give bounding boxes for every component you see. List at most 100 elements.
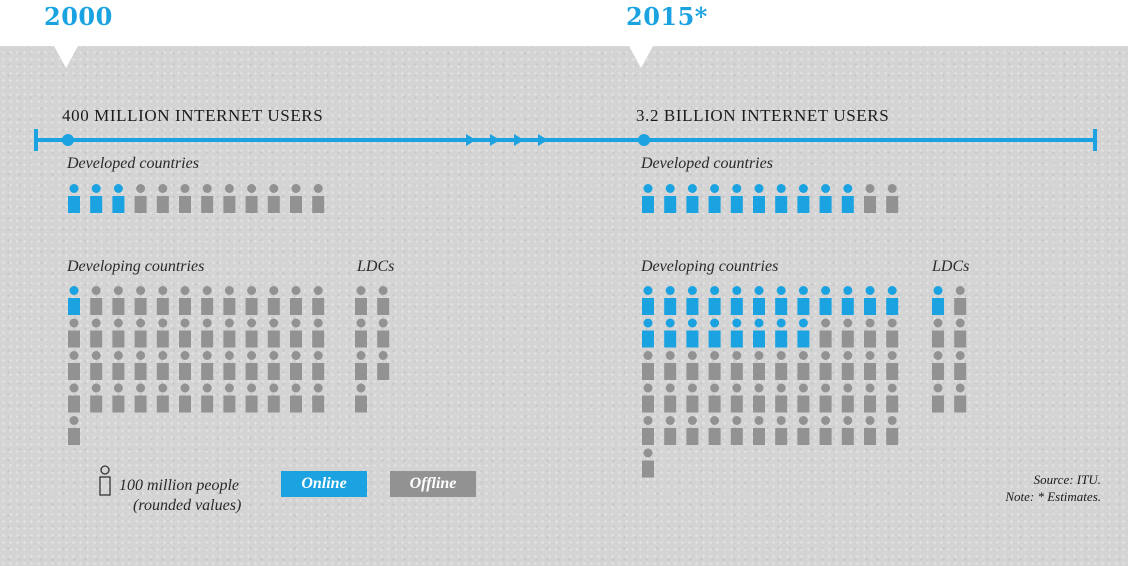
person-offline-icon-head bbox=[158, 286, 168, 295]
person-offline-icon bbox=[753, 363, 765, 380]
person-offline-icon bbox=[179, 363, 191, 380]
person-offline-icon bbox=[775, 395, 788, 413]
person-offline-icon-head bbox=[665, 351, 675, 360]
person-offline-icon-head bbox=[313, 318, 323, 328]
person-online-icon bbox=[797, 196, 810, 213]
person-offline-icon bbox=[267, 363, 280, 380]
person-offline-icon-head bbox=[291, 351, 301, 360]
person-online-icon bbox=[730, 330, 743, 348]
person-online-icon-head bbox=[776, 318, 786, 328]
person-offline-icon-head bbox=[933, 351, 943, 360]
person-offline-icon bbox=[932, 330, 944, 348]
legend-offline: Offline bbox=[390, 471, 476, 497]
person-offline-icon-head bbox=[202, 184, 212, 193]
person-offline-icon-head bbox=[665, 383, 675, 393]
person-offline-icon-head bbox=[798, 351, 808, 360]
person-offline-icon bbox=[156, 395, 169, 413]
person-offline-icon-head bbox=[710, 416, 720, 425]
person-offline-icon bbox=[886, 363, 899, 380]
person-offline-icon-head bbox=[113, 286, 123, 295]
person-offline-icon-head bbox=[776, 416, 786, 425]
person-online-icon bbox=[686, 298, 699, 315]
person-offline-icon bbox=[267, 298, 280, 315]
person-offline-icon-head bbox=[291, 383, 301, 393]
person-online-icon bbox=[886, 298, 899, 315]
person-online-icon-head bbox=[113, 184, 123, 193]
year-2000-label: 2000 bbox=[44, 2, 113, 31]
person-online-icon bbox=[664, 330, 677, 348]
person-offline-icon-head bbox=[356, 318, 366, 328]
person-offline-icon-head bbox=[643, 416, 653, 425]
person-offline-icon bbox=[68, 363, 80, 380]
person-online-icon bbox=[841, 298, 854, 315]
person-offline-icon bbox=[245, 363, 258, 380]
person-offline-icon bbox=[179, 330, 191, 348]
person-offline-icon-head bbox=[378, 286, 388, 295]
person-online-icon bbox=[753, 330, 765, 348]
person-offline-icon bbox=[312, 330, 325, 348]
headline-2015: 3.2 BILLION INTERNET USERS bbox=[636, 106, 890, 125]
person-offline-icon bbox=[841, 363, 854, 380]
person-offline-icon bbox=[642, 363, 654, 380]
person-offline-icon-head bbox=[356, 383, 366, 393]
person-offline-icon bbox=[819, 330, 832, 348]
person-offline-icon bbox=[68, 330, 80, 348]
person-online-icon-head bbox=[687, 184, 697, 193]
person-offline-icon-head bbox=[224, 286, 234, 295]
person-offline-icon bbox=[753, 395, 765, 413]
person-online-icon-head bbox=[69, 286, 79, 295]
person-offline-icon-head bbox=[224, 184, 234, 193]
person-online-icon-head bbox=[643, 184, 653, 193]
person-offline-icon bbox=[864, 330, 876, 348]
year-2015-label: 2015* bbox=[626, 2, 708, 31]
person-offline-icon-head bbox=[821, 383, 831, 393]
person-offline-icon bbox=[245, 395, 258, 413]
timeline-arrow-icon bbox=[466, 134, 476, 146]
person-offline-icon-head bbox=[865, 416, 875, 425]
person-offline-icon bbox=[90, 395, 103, 413]
person-offline-icon-head bbox=[202, 286, 212, 295]
person-offline-icon bbox=[355, 395, 367, 413]
person-offline-icon-head bbox=[865, 351, 875, 360]
person-offline-icon bbox=[312, 196, 325, 213]
person-offline-icon-head bbox=[665, 416, 675, 425]
person-offline-icon bbox=[864, 428, 876, 445]
person-offline-icon-head bbox=[843, 351, 853, 360]
person-online-icon-head bbox=[754, 184, 764, 193]
person-offline-icon bbox=[642, 428, 654, 445]
person-offline-icon-head bbox=[933, 383, 943, 393]
person-offline-icon-head bbox=[291, 286, 301, 295]
person-online-icon bbox=[90, 196, 103, 213]
person-offline-icon bbox=[223, 395, 236, 413]
person-offline-icon-head bbox=[754, 383, 764, 393]
label-ldcs-2000: LDCs bbox=[357, 258, 395, 275]
person-offline-icon bbox=[312, 298, 325, 315]
person-offline-icon-head bbox=[158, 184, 168, 193]
person-online-icon-head bbox=[665, 184, 675, 193]
person-offline-icon bbox=[886, 196, 899, 213]
person-outline-icon bbox=[99, 465, 111, 496]
person-online-icon bbox=[642, 330, 654, 348]
person-offline-icon-head bbox=[732, 416, 742, 425]
person-offline-icon bbox=[355, 298, 367, 315]
person-offline-icon bbox=[245, 298, 258, 315]
person-offline-icon-head bbox=[69, 351, 79, 360]
person-offline-icon-head bbox=[865, 383, 875, 393]
year-2000-pointer bbox=[54, 46, 78, 68]
person-online-icon bbox=[841, 196, 854, 213]
person-offline-icon bbox=[753, 428, 765, 445]
person-offline-icon-head bbox=[69, 416, 79, 425]
person-offline-icon bbox=[708, 395, 721, 413]
person-offline-icon bbox=[156, 363, 169, 380]
person-offline-icon-head bbox=[269, 351, 279, 360]
person-online-icon-head bbox=[687, 286, 697, 295]
person-online-icon-head bbox=[754, 318, 764, 328]
person-offline-icon-head bbox=[269, 286, 279, 295]
person-offline-icon bbox=[156, 330, 169, 348]
person-online-icon-head bbox=[887, 286, 897, 295]
header-band bbox=[0, 0, 1128, 46]
person-offline-icon-head bbox=[247, 351, 257, 360]
person-online-icon bbox=[730, 298, 743, 315]
person-offline-icon bbox=[841, 395, 854, 413]
person-offline-icon-head bbox=[113, 318, 123, 328]
